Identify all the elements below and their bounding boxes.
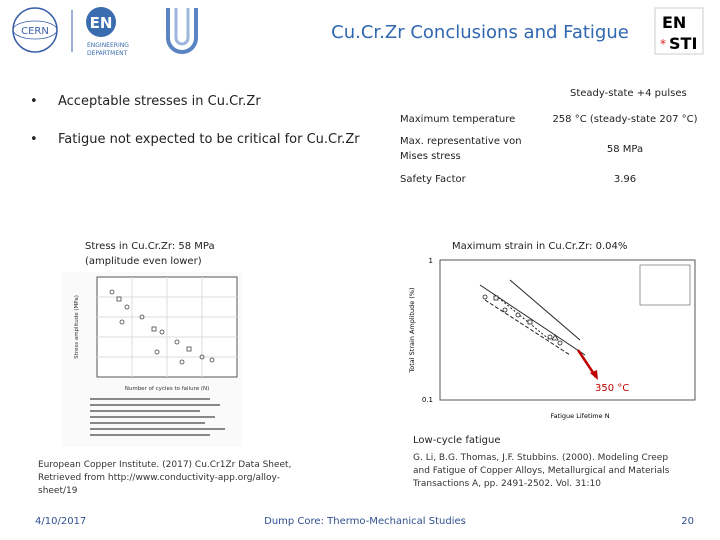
- arrowhead: [590, 370, 598, 380]
- table-cell: Mises stress: [400, 151, 461, 162]
- u-logo: [166, 8, 198, 54]
- sti-bottom: STI: [669, 34, 697, 53]
- bullet: Fatigue not expected to be critical for …: [58, 132, 360, 147]
- reference: and Fatigue of Copper Alloys, Metallurgi…: [413, 466, 670, 476]
- footer-title: Dump Core: Thermo-Mechanical Studies: [264, 516, 466, 527]
- cern-ring: [12, 20, 58, 40]
- reference: Retrieved from http://www.conductivity-a…: [38, 473, 280, 483]
- reference: Transactions A, pp. 2491-2502. Vol. 31:1…: [413, 479, 601, 489]
- y-tick-label: 0.1: [422, 396, 433, 404]
- u-logo-inner: [174, 8, 190, 46]
- caption: Maximum strain in Cu.Cr.Zr: 0.04%: [452, 241, 628, 252]
- table-cell: 3.96: [613, 174, 637, 185]
- bullet-dot: •: [30, 94, 38, 109]
- y-label: Stress amplitude (MPa): [74, 295, 80, 359]
- legend-box: [639, 264, 691, 306]
- table-cell: Safety Factor: [400, 174, 466, 185]
- reference: European Copper Institute. (2017) Cu.Cr1…: [38, 460, 292, 470]
- markers: [109, 289, 215, 365]
- reference: G. Li, B.G. Thomas, J.F. Stubbins. (2000…: [413, 453, 669, 463]
- left-chart: Number of cycles to failure (N) Stress a…: [62, 272, 242, 447]
- en-text: EN: [90, 14, 113, 32]
- cern-text: CERN: [21, 26, 49, 37]
- table-cell: 58 MPa: [606, 144, 644, 155]
- sti-logo: [654, 7, 704, 55]
- markers: [482, 294, 563, 346]
- page-number: 20: [681, 516, 694, 527]
- annotation: 350 °C: [595, 383, 629, 394]
- x-label: Number of cycles to failure (N): [125, 386, 210, 392]
- table-cell: Maximum temperature: [400, 114, 516, 125]
- y-tick-label: 1: [429, 257, 433, 265]
- en-sub: ENGINEERING: [87, 42, 129, 49]
- sti-star: *: [660, 37, 666, 51]
- en-sub: DEPARTMENT: [87, 50, 128, 57]
- footer-date: 4/10/2017: [35, 516, 87, 527]
- sti-top: EN: [662, 13, 686, 32]
- bullet: Acceptable stresses in Cu.Cr.Zr: [58, 94, 261, 109]
- caption: (amplitude even lower): [85, 256, 202, 267]
- caption: Stress in Cu.Cr.Zr: 58 MPa: [85, 241, 215, 252]
- title: Cu.Cr.Zr Conclusions and Fatigue: [331, 22, 629, 43]
- table-cell: Max. representative von: [400, 136, 522, 147]
- x-label: Fatigue Lifetime N: [550, 412, 609, 420]
- table-cell: 258 °C (steady-state 207 °C): [552, 114, 698, 125]
- reference: sheet/19: [38, 486, 78, 496]
- header-graphics: CERN EN ENGINEERING DEPARTMENT Cu.Cr.Zr …: [12, 7, 704, 57]
- legend-lines: [90, 398, 225, 436]
- y-label: Total Strain Amplitude (%): [408, 287, 416, 373]
- subcaption: Low-cycle fatigue: [413, 435, 501, 446]
- table-header: Steady-state +4 pulses: [570, 88, 687, 99]
- right-chart: 1 0.1 Total Strain Amplitude (%) Fatigue…: [408, 257, 696, 420]
- en-logo: [86, 7, 116, 37]
- bullet-dot: •: [30, 132, 38, 147]
